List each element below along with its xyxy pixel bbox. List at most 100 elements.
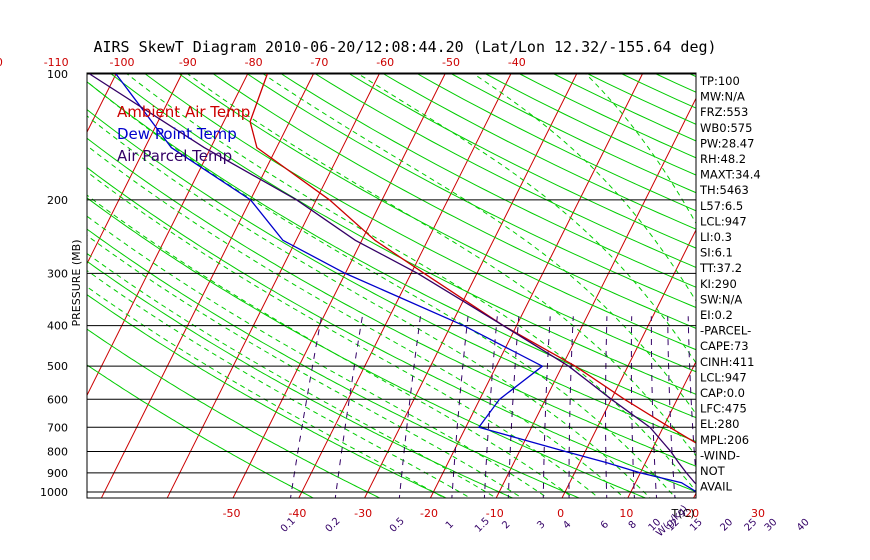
mixing-ratio-line xyxy=(507,316,520,498)
pressure-tick-label: 700 xyxy=(47,421,68,434)
index-label: -WIND- xyxy=(700,448,740,462)
top-temp-tick-label: -120 xyxy=(0,56,3,69)
mixing-ratio-line xyxy=(667,316,676,498)
moist-adiabat-line xyxy=(87,81,677,498)
mixing-ratio-line xyxy=(754,316,773,501)
series-line xyxy=(115,73,696,493)
mixing-ratio-line xyxy=(568,316,574,498)
moist-adiabat-line xyxy=(87,234,523,498)
mixing-ratio-tick-label: 8 xyxy=(627,519,639,531)
pressure-tick-label: 300 xyxy=(47,267,68,280)
index-label: WB0:575 xyxy=(700,121,752,135)
mixing-ratio-tick-label: 40 xyxy=(795,517,812,534)
moist-adiabat-line xyxy=(87,252,498,498)
pressure-tick-label: 900 xyxy=(47,467,68,480)
data-series xyxy=(89,73,696,493)
bottom-temp-tick-label: -10 xyxy=(486,507,504,520)
isotherm-line xyxy=(0,74,50,501)
isotherm-line xyxy=(298,73,512,498)
mixing-ratio-line xyxy=(650,316,658,498)
index-label: L57:6.5 xyxy=(700,199,743,213)
mixing-ratio-tick-label: 1 xyxy=(444,519,456,531)
plot-frame xyxy=(86,72,697,499)
isotherm-line xyxy=(100,73,314,498)
index-label: KI:290 xyxy=(700,277,737,291)
grid-lines xyxy=(0,73,870,501)
series-line xyxy=(89,73,696,485)
isotherm-line xyxy=(824,74,870,501)
moist-adiabat-line xyxy=(126,73,696,493)
legend: Ambient Air Temp Dew Point Temp Air Parcel… xyxy=(117,103,250,165)
dry-adiabat-line xyxy=(87,294,448,498)
legend-entry: Air Parcel Temp xyxy=(117,147,232,165)
pressure-tick-label: 500 xyxy=(47,360,68,373)
index-label: CAP:0.0 xyxy=(700,386,745,400)
index-label: LCL:947 xyxy=(700,214,747,228)
index-label: SW:N/A xyxy=(700,292,742,306)
mixing-ratio-tick-label: 3 xyxy=(535,519,547,531)
dry-adiabat-line xyxy=(87,328,382,498)
dry-adiabat-line xyxy=(143,73,696,373)
dry-adiabat-line xyxy=(211,73,696,329)
dry-adiabat-line xyxy=(279,73,696,288)
dry-adiabat-line xyxy=(347,73,696,249)
index-label: SI:6.1 xyxy=(700,246,733,260)
top-temp-tick-label: -60 xyxy=(376,56,394,69)
index-label: MW:N/A xyxy=(700,90,745,104)
mixing-ratio-tick-label: 2 xyxy=(500,519,512,531)
moist-adiabat-line xyxy=(87,215,549,498)
moist-adiabat-line xyxy=(187,73,696,457)
pressure-tick-label: 400 xyxy=(47,320,68,333)
moist-adiabat-line xyxy=(87,115,651,498)
index-label: EL:280 xyxy=(700,417,740,431)
isotherm-line xyxy=(758,74,870,501)
dry-adiabat-line xyxy=(87,166,696,493)
index-label: -PARCEL- xyxy=(700,324,751,338)
top-temp-tick-label: -80 xyxy=(245,56,263,69)
index-label: LFC:475 xyxy=(700,402,747,416)
x-axis-label: T(C) xyxy=(671,507,695,520)
top-temp-tick-label: -70 xyxy=(310,56,328,69)
pressure-tick-label: 800 xyxy=(47,445,68,458)
index-label: CAPE:73 xyxy=(700,339,749,353)
top-temp-tick-label: -110 xyxy=(44,56,69,69)
mixing-ratio-line xyxy=(630,316,635,498)
bottom-temp-tick-label: -20 xyxy=(420,507,438,520)
index-label: RH:48.2 xyxy=(700,152,746,166)
moist-adiabat-line xyxy=(87,194,575,498)
mixing-ratio-tick-label: 30 xyxy=(763,517,780,534)
index-label: TT:37.2 xyxy=(699,261,742,275)
chart-title: AIRS SkewT Diagram 2010-06-20/12:08:44.2… xyxy=(93,38,716,56)
index-label: CINH:411 xyxy=(700,355,755,369)
index-label: EI:0.2 xyxy=(700,308,733,322)
dry-adiabat-line xyxy=(87,197,647,498)
index-label: TH:5463 xyxy=(699,183,749,197)
index-label: LI:0.3 xyxy=(700,230,732,244)
top-temp-tick-label: -50 xyxy=(442,56,460,69)
moist-adiabat-line xyxy=(87,145,626,498)
mixing-ratio-tick-label: 0.2 xyxy=(324,516,343,535)
legend-entry: Dew Point Temp xyxy=(117,125,237,143)
mixing-ratio-tick-label: 20 xyxy=(718,517,735,534)
isotherm-line xyxy=(87,73,183,265)
mixing-ratio-tick-label: 6 xyxy=(599,519,611,531)
legend-entry: Ambient Air Temp xyxy=(117,103,250,121)
y-axis-label: PRESSURE (MB) xyxy=(70,240,83,327)
isotherm-line xyxy=(87,73,249,397)
isotherm-line xyxy=(166,73,380,498)
index-label: AVAIL xyxy=(700,480,733,494)
series-line xyxy=(249,73,696,444)
index-label: MAXT:34.4 xyxy=(700,168,761,182)
isotherm-line xyxy=(627,360,696,498)
dry-adiabat-line xyxy=(87,108,696,443)
isotherm-line xyxy=(232,73,446,498)
bottom-temp-tick-label: 20 xyxy=(685,507,699,520)
mixing-ratio-line xyxy=(783,316,806,501)
dry-adiabat-line xyxy=(109,73,696,395)
bottom-temp-tick-label: -30 xyxy=(354,507,372,520)
moist-adiabat-line xyxy=(87,286,446,498)
pressure-tick-label: 200 xyxy=(47,194,68,207)
dry-adiabat-line xyxy=(313,73,696,268)
mixing-ratio-line xyxy=(542,316,551,498)
